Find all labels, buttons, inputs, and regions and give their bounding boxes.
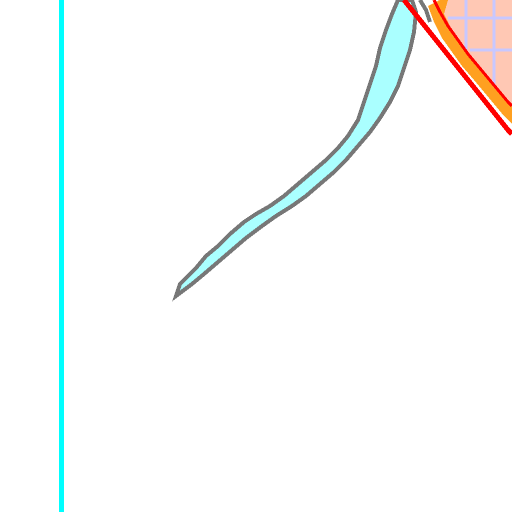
corner-border-grey <box>418 0 432 23</box>
cyan-blade-shape <box>172 0 419 302</box>
corner-border-red <box>402 0 512 136</box>
corner-border-red-inner <box>432 0 512 108</box>
vertical-guide-line <box>59 0 64 512</box>
corner-tile <box>402 0 512 136</box>
blade-fill <box>172 0 419 302</box>
corner-border-orange <box>428 0 512 124</box>
